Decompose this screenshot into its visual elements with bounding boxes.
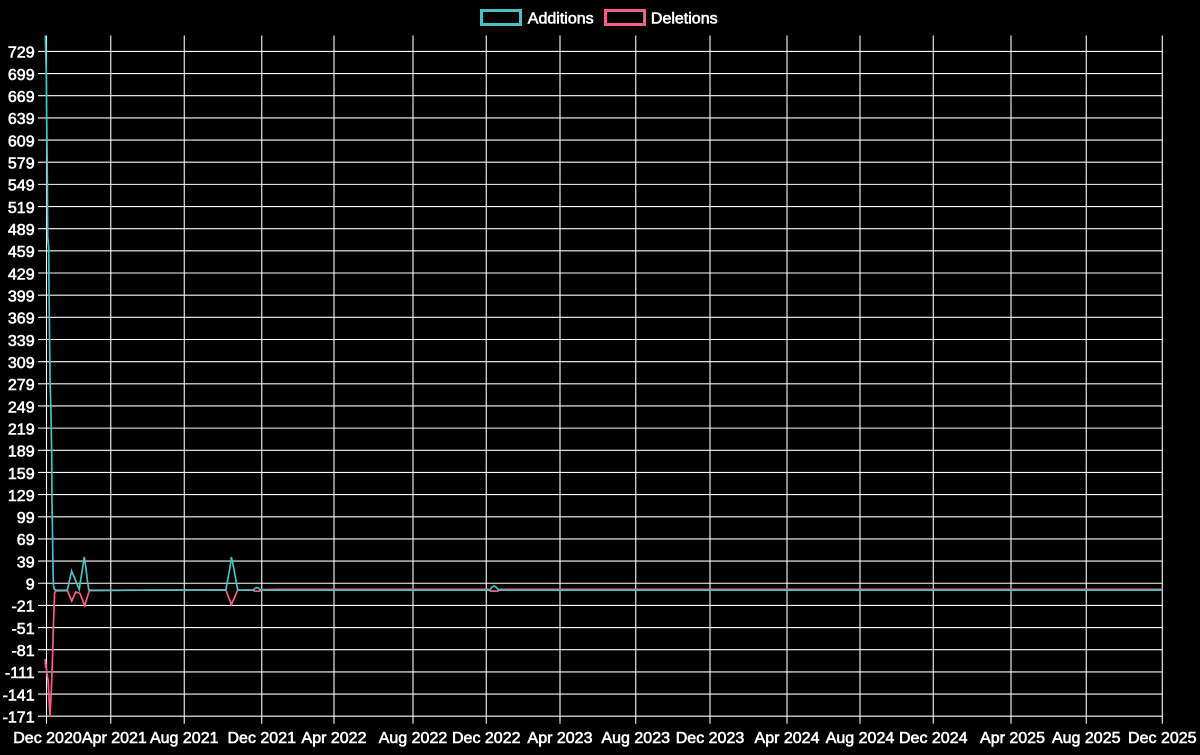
svg-text:Apr 2024: Apr 2024	[755, 730, 820, 747]
svg-text:399: 399	[8, 288, 35, 305]
svg-text:309: 309	[8, 355, 35, 372]
svg-text:Dec 2025: Dec 2025	[1128, 730, 1197, 747]
svg-text:Aug 2021: Aug 2021	[150, 730, 219, 747]
svg-text:-21: -21	[11, 599, 34, 616]
svg-text:Deletions: Deletions	[651, 10, 718, 27]
svg-text:669: 669	[8, 89, 35, 106]
svg-text:129: 129	[8, 488, 35, 505]
svg-text:459: 459	[8, 244, 35, 261]
svg-text:Dec 2024: Dec 2024	[899, 730, 968, 747]
svg-text:429: 429	[8, 266, 35, 283]
svg-text:159: 159	[8, 466, 35, 483]
svg-text:369: 369	[8, 311, 35, 328]
svg-text:-141: -141	[3, 687, 35, 704]
svg-text:Apr 2025: Apr 2025	[980, 730, 1045, 747]
svg-text:Apr 2021: Apr 2021	[82, 730, 147, 747]
svg-text:249: 249	[8, 399, 35, 416]
svg-text:609: 609	[8, 133, 35, 150]
svg-text:-81: -81	[11, 643, 34, 660]
svg-text:Dec 2021: Dec 2021	[228, 730, 297, 747]
svg-text:579: 579	[8, 156, 35, 173]
svg-text:39: 39	[17, 554, 35, 571]
svg-text:639: 639	[8, 111, 35, 128]
svg-text:Dec 2022: Dec 2022	[452, 730, 521, 747]
svg-text:Aug 2022: Aug 2022	[379, 730, 448, 747]
svg-text:Aug 2024: Aug 2024	[826, 730, 895, 747]
svg-text:9: 9	[26, 577, 35, 594]
svg-text:-111: -111	[5, 665, 35, 682]
svg-text:Apr 2022: Apr 2022	[302, 730, 367, 747]
svg-text:69: 69	[17, 532, 35, 549]
svg-text:729: 729	[8, 45, 35, 62]
svg-text:279: 279	[8, 377, 35, 394]
svg-text:-51: -51	[11, 621, 34, 638]
svg-text:189: 189	[8, 444, 35, 461]
svg-text:Dec 2023: Dec 2023	[676, 730, 745, 747]
svg-text:Aug 2023: Aug 2023	[601, 730, 670, 747]
svg-text:Apr 2023: Apr 2023	[528, 730, 593, 747]
svg-text:99: 99	[17, 510, 35, 527]
svg-text:219: 219	[8, 421, 35, 438]
svg-text:Aug 2025: Aug 2025	[1052, 730, 1121, 747]
svg-text:489: 489	[8, 222, 35, 239]
svg-text:-171: -171	[3, 710, 35, 727]
svg-text:549: 549	[8, 178, 35, 195]
svg-text:Dec 2020: Dec 2020	[13, 730, 82, 747]
svg-text:Additions: Additions	[528, 10, 594, 27]
svg-text:519: 519	[8, 200, 35, 217]
svg-text:339: 339	[8, 333, 35, 350]
svg-text:699: 699	[8, 67, 35, 84]
